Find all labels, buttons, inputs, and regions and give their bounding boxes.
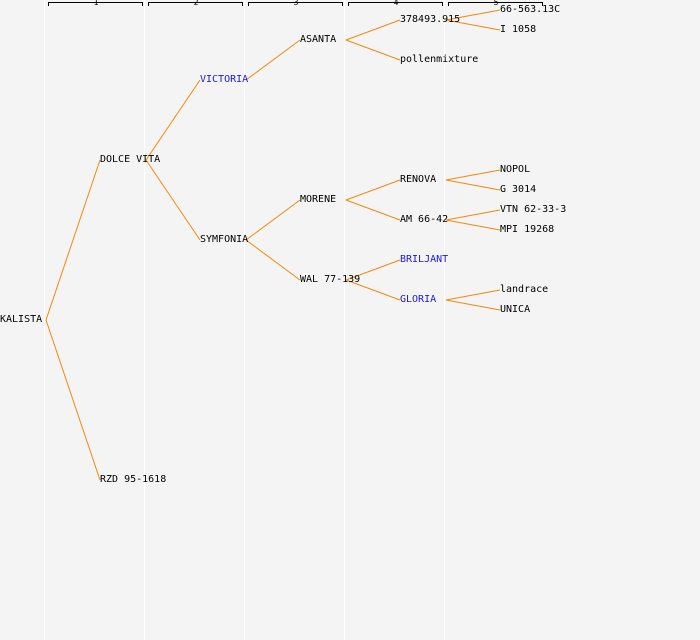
pedigree-edge <box>345 199 401 221</box>
pedigree-node: SYMFONIA <box>200 234 249 245</box>
pedigree-node: pollenmixture <box>400 54 479 65</box>
column-number: 3 <box>293 0 299 7</box>
pedigree-edge <box>345 259 401 281</box>
pedigree-edge <box>445 209 501 221</box>
column-bracket <box>348 2 443 6</box>
pedigree-node: AM 66-42 <box>400 214 449 225</box>
pedigree-node: MPI 19268 <box>500 224 555 235</box>
pedigree-node: VTN 62-33-3 <box>500 204 567 215</box>
pedigree-node: G 3014 <box>500 184 537 195</box>
pedigree-node: WAL 77-139 <box>300 274 361 285</box>
column-number: 4 <box>393 0 399 7</box>
pedigree-edge <box>145 159 201 241</box>
pedigree-edge <box>245 239 301 281</box>
pedigree-edge <box>445 169 501 181</box>
pedigree-node: I 1058 <box>500 24 537 35</box>
pedigree-node: 66-563.13C <box>500 4 561 15</box>
pedigree-edge <box>445 299 501 311</box>
pedigree-node[interactable]: VICTORIA <box>200 74 249 85</box>
pedigree-edge <box>445 179 501 191</box>
column-separator <box>244 0 245 640</box>
pedigree-edge <box>445 289 501 301</box>
pedigree-edge <box>345 39 401 61</box>
column-number: 2 <box>193 0 199 7</box>
pedigree-edge <box>245 39 301 81</box>
pedigree-node: RZD 95-1618 <box>100 474 167 485</box>
pedigree-node: MORENE <box>300 194 337 205</box>
column-number: 5 <box>493 0 499 7</box>
column-number: 1 <box>93 0 99 7</box>
column-separator <box>144 0 145 640</box>
pedigree-edge <box>345 279 401 301</box>
pedigree-node: ASANTA <box>300 34 337 45</box>
pedigree-edge <box>45 319 101 481</box>
column-bracket <box>248 2 343 6</box>
pedigree-node: NOPOL <box>500 164 531 175</box>
pedigree-node[interactable]: BRILJANT <box>400 254 449 265</box>
pedigree-edge <box>345 179 401 201</box>
pedigree-edge <box>445 9 501 21</box>
pedigree-edge <box>445 219 501 231</box>
pedigree-edge <box>245 199 301 241</box>
column-bracket <box>148 2 243 6</box>
pedigree-node: KALISTA <box>0 314 43 325</box>
column-separator <box>444 0 445 640</box>
pedigree-node: RENOVA <box>400 174 437 185</box>
pedigree-node[interactable]: GLORIA <box>400 294 437 305</box>
column-separator <box>44 0 45 640</box>
pedigree-edge <box>445 19 501 31</box>
pedigree-node: UNICA <box>500 304 531 315</box>
column-bracket <box>448 2 543 6</box>
pedigree-edge <box>45 159 101 321</box>
pedigree-node: DOLCE VITA <box>100 154 161 165</box>
pedigree-edge <box>345 19 401 41</box>
pedigree-node: 378493.915 <box>400 14 461 25</box>
column-separator <box>344 0 345 640</box>
pedigree-edge <box>145 79 201 161</box>
pedigree-node: landrace <box>500 284 549 295</box>
column-bracket <box>48 2 143 6</box>
